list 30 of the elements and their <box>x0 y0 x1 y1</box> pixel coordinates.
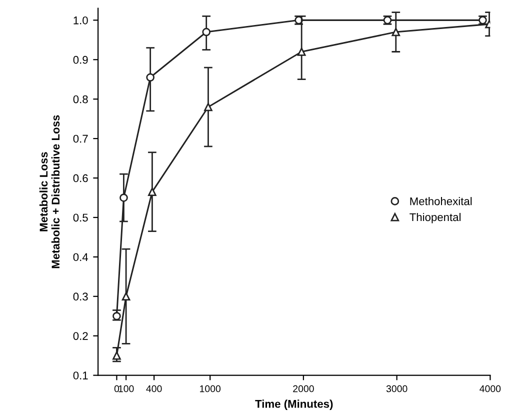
y-tick-label: 0.8 <box>73 95 88 104</box>
point <box>202 28 211 36</box>
point <box>122 292 130 301</box>
point <box>204 102 212 112</box>
legend-label: Thiopental <box>410 212 461 224</box>
point <box>297 48 306 56</box>
x-tick-label: 3000 <box>386 385 408 392</box>
point <box>146 73 154 82</box>
point <box>120 194 128 202</box>
x-tick-label: 400 <box>146 385 162 392</box>
legend-label: Methohexital <box>410 197 472 206</box>
point <box>148 188 156 196</box>
x-tick-label: 4000 <box>480 385 501 392</box>
x-tick-label: 100 <box>118 385 134 392</box>
y-tick-label: 0.1 <box>73 372 88 380</box>
x-tick-label: 0 <box>114 385 120 392</box>
y-tick-label: 0.3 <box>73 292 88 301</box>
y-tick-label: 0.2 <box>73 332 88 340</box>
y-tick-label: 0.5 <box>73 214 88 222</box>
point <box>112 351 121 360</box>
y-tick-label: 0.7 <box>73 134 88 143</box>
y-axis-title: Metabolic Loss Metabolic + Distributive Loss <box>39 115 60 268</box>
x-tick-label: 2000 <box>293 385 314 392</box>
x-tick-label: 1000 <box>200 385 221 392</box>
y-tick-label: 0.6 <box>73 174 88 182</box>
point <box>392 28 400 36</box>
y-tick-label: 0.9 <box>73 56 88 64</box>
x-axis-title: Time (Minutes) <box>255 400 333 410</box>
y-tick-label: 0.4 <box>73 253 88 262</box>
y-tick-label: 1.0 <box>74 16 88 24</box>
